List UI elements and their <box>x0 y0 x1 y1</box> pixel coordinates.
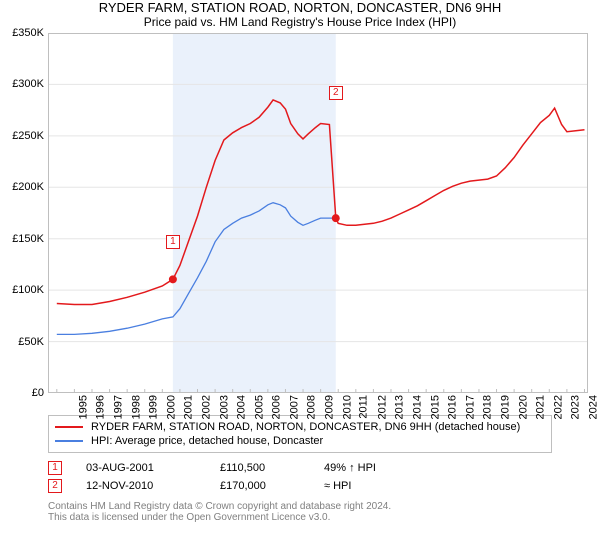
xtick-label: 2022 <box>552 395 564 419</box>
chart-title: RYDER FARM, STATION ROAD, NORTON, DONCAS… <box>0 0 600 15</box>
transaction-price: £170,000 <box>220 480 300 492</box>
attribution: Contains HM Land Registry data © Crown c… <box>48 501 552 523</box>
transaction-marker: 2 <box>48 479 62 493</box>
ytick-label: £200K <box>12 181 48 193</box>
transaction-delta: ≈ HPI <box>324 480 404 492</box>
xtick-label: 2023 <box>570 395 582 419</box>
xtick-label: 2024 <box>587 395 599 419</box>
xtick-label: 2020 <box>517 395 529 419</box>
legend-item: RYDER FARM, STATION ROAD, NORTON, DONCAS… <box>55 420 545 434</box>
transaction-row: 1 03-AUG-2001 £110,500 49% ↑ HPI <box>48 459 552 477</box>
xtick-label: 2019 <box>499 395 511 419</box>
xtick-label: 1997 <box>112 395 124 419</box>
plot-area: 12£0£50K£100K£150K£200K£250K£300K£350K19… <box>48 33 588 393</box>
legend-swatch <box>55 426 83 428</box>
plot-svg <box>48 33 588 393</box>
attribution-line2: This data is licensed under the Open Gov… <box>48 512 552 523</box>
xtick-label: 2016 <box>447 395 459 419</box>
xtick-label: 2003 <box>218 395 230 419</box>
marker-label-2: 2 <box>329 86 343 100</box>
xtick-label: 1998 <box>130 395 142 419</box>
xtick-label: 2013 <box>394 395 406 419</box>
marker-dot-1 <box>169 275 177 283</box>
ytick-label: £100K <box>12 284 48 296</box>
ytick-label: £300K <box>12 78 48 90</box>
transaction-price: £110,500 <box>220 462 300 474</box>
chart-subtitle: Price paid vs. HM Land Registry's House … <box>0 15 600 29</box>
ytick-label: £350K <box>12 27 48 39</box>
legend-swatch <box>55 440 83 442</box>
xtick-label: 2002 <box>200 395 212 419</box>
xtick-label: 2021 <box>535 395 547 419</box>
ytick-label: £250K <box>12 130 48 142</box>
ytick-label: £0 <box>32 387 48 399</box>
transaction-marker: 1 <box>48 461 62 475</box>
transaction-delta: 49% ↑ HPI <box>324 462 404 474</box>
xtick-label: 2014 <box>411 395 423 419</box>
marker-dot-2 <box>332 214 340 222</box>
xtick-label: 2004 <box>236 395 248 419</box>
transaction-date: 12-NOV-2010 <box>86 480 196 492</box>
chart-container: RYDER FARM, STATION ROAD, NORTON, DONCAS… <box>0 0 600 560</box>
legend-label: RYDER FARM, STATION ROAD, NORTON, DONCAS… <box>91 421 520 433</box>
xtick-label: 2018 <box>482 395 494 419</box>
xtick-label: 2015 <box>429 395 441 419</box>
xtick-label: 1999 <box>148 395 160 419</box>
marker-label-1: 1 <box>166 235 180 249</box>
xtick-label: 2007 <box>288 395 300 419</box>
xtick-label: 1996 <box>95 395 107 419</box>
xtick-label: 1995 <box>77 395 89 419</box>
xtick-label: 2005 <box>253 395 265 419</box>
xtick-label: 2001 <box>183 395 195 419</box>
xtick-label: 2009 <box>324 395 336 419</box>
xtick-label: 2011 <box>358 395 370 419</box>
attribution-line1: Contains HM Land Registry data © Crown c… <box>48 501 552 512</box>
transaction-row: 2 12-NOV-2010 £170,000 ≈ HPI <box>48 477 552 495</box>
transactions-table: 1 03-AUG-2001 £110,500 49% ↑ HPI 2 12-NOV-201… <box>48 459 552 495</box>
xtick-label: 2017 <box>464 395 476 419</box>
ytick-label: £50K <box>18 336 48 348</box>
xtick-label: 2000 <box>165 395 177 419</box>
xtick-label: 2012 <box>376 395 388 419</box>
xtick-label: 2010 <box>341 395 353 419</box>
legend-label: HPI: Average price, detached house, Donc… <box>91 435 323 447</box>
xtick-label: 2008 <box>306 395 318 419</box>
legend: RYDER FARM, STATION ROAD, NORTON, DONCAS… <box>48 415 552 453</box>
legend-item: HPI: Average price, detached house, Donc… <box>55 434 545 448</box>
ytick-label: £150K <box>12 233 48 245</box>
xtick-label: 2006 <box>271 395 283 419</box>
transaction-date: 03-AUG-2001 <box>86 462 196 474</box>
